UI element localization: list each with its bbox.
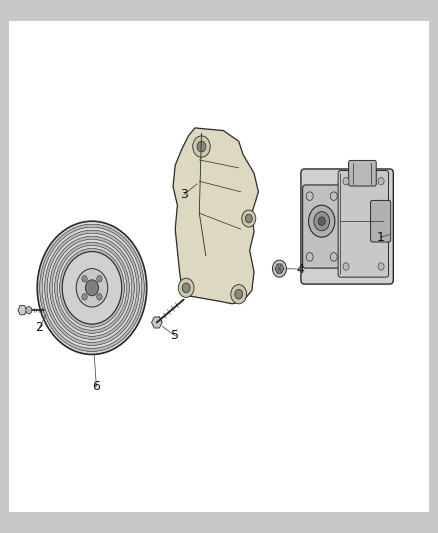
FancyBboxPatch shape	[338, 171, 389, 277]
Text: 2: 2	[35, 321, 43, 334]
Polygon shape	[152, 317, 162, 328]
Circle shape	[97, 276, 102, 282]
Circle shape	[193, 136, 210, 157]
Circle shape	[378, 263, 384, 270]
Text: 4: 4	[296, 263, 304, 276]
Circle shape	[330, 253, 337, 261]
Circle shape	[308, 205, 335, 237]
Circle shape	[378, 177, 384, 185]
Circle shape	[97, 294, 102, 300]
Text: 1: 1	[377, 231, 385, 244]
Circle shape	[85, 280, 99, 296]
Circle shape	[245, 214, 252, 223]
Circle shape	[242, 210, 256, 227]
Circle shape	[82, 294, 87, 300]
Circle shape	[343, 177, 349, 185]
Circle shape	[318, 217, 325, 225]
Circle shape	[178, 278, 194, 297]
FancyBboxPatch shape	[349, 160, 376, 186]
Circle shape	[330, 192, 337, 200]
Polygon shape	[173, 128, 258, 304]
Circle shape	[306, 253, 313, 261]
Circle shape	[276, 264, 283, 273]
Circle shape	[272, 260, 286, 277]
Circle shape	[235, 289, 243, 299]
Text: 6: 6	[92, 380, 100, 393]
FancyBboxPatch shape	[371, 200, 391, 242]
Text: 3: 3	[180, 188, 188, 201]
Circle shape	[197, 141, 206, 152]
Polygon shape	[18, 305, 27, 315]
Circle shape	[314, 212, 329, 231]
FancyBboxPatch shape	[9, 21, 429, 512]
Circle shape	[182, 283, 190, 293]
Circle shape	[62, 252, 122, 324]
Circle shape	[26, 306, 32, 314]
Circle shape	[343, 263, 349, 270]
Circle shape	[82, 276, 87, 282]
Text: 5: 5	[171, 329, 179, 342]
FancyBboxPatch shape	[301, 169, 393, 284]
FancyBboxPatch shape	[303, 185, 341, 268]
Circle shape	[231, 285, 247, 304]
Circle shape	[76, 269, 108, 307]
Circle shape	[306, 192, 313, 200]
